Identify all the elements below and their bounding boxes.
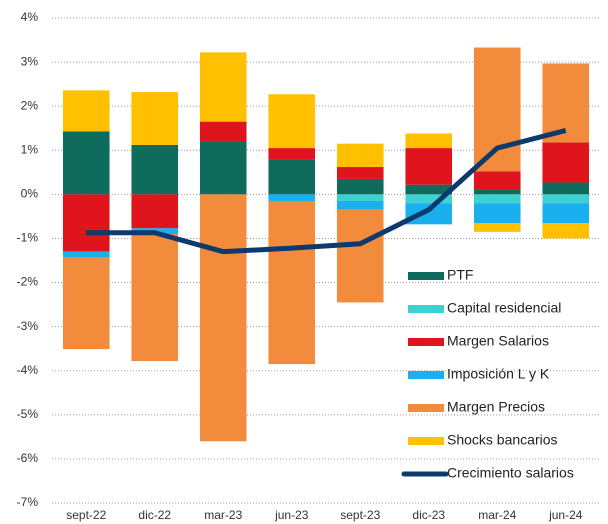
- bar-segment: [131, 144, 179, 195]
- legend-label: Capital residencial: [447, 300, 561, 316]
- bar-segment: [542, 194, 590, 204]
- bar-segment: [62, 194, 110, 252]
- legend-swatch: [408, 338, 444, 346]
- bar-segment: [268, 94, 316, 149]
- bar-segment: [268, 194, 316, 201]
- legend-label: Shocks bancarios: [447, 432, 558, 448]
- bar-segment: [473, 194, 521, 204]
- bar-segment: [199, 52, 247, 122]
- legend-swatch: [408, 305, 444, 313]
- bar-segment: [542, 142, 590, 183]
- legend-label: Margen Salarios: [447, 333, 549, 349]
- x-tick-label: mar-24: [478, 508, 516, 522]
- bar-segment: [542, 63, 590, 143]
- y-tick-label: -6%: [17, 451, 39, 465]
- y-tick-label: -7%: [17, 495, 39, 509]
- legend-swatch: [408, 371, 444, 379]
- line: [86, 128, 567, 255]
- x-tick-label: jun-23: [274, 508, 309, 522]
- bar-segment: [473, 47, 521, 172]
- bar-segment: [336, 167, 384, 179]
- bar-segment: [336, 143, 384, 168]
- bar-segment: [405, 184, 453, 195]
- legend-swatch: [408, 404, 444, 412]
- legend-label: Margen Precios: [447, 399, 545, 415]
- legend-label: PTF: [447, 267, 473, 283]
- bar-segment: [268, 148, 316, 160]
- y-tick-label: 4%: [21, 10, 39, 24]
- bar-segment: [131, 234, 179, 362]
- y-tick-label: 0%: [21, 187, 39, 201]
- legend-label: Crecimiento salarios: [447, 465, 574, 481]
- bar-segment: [336, 178, 384, 195]
- y-tick-label: 3%: [21, 54, 39, 68]
- bar-segment: [62, 251, 110, 258]
- bar-segment: [336, 209, 384, 303]
- x-tick-label: sept-22: [66, 508, 106, 522]
- bar-segment: [336, 194, 384, 201]
- bar-segment: [199, 194, 247, 442]
- bar-segment: [62, 131, 110, 195]
- bar-segment: [405, 194, 453, 204]
- x-tick-label: sept-23: [340, 508, 380, 522]
- y-tick-label: -5%: [17, 407, 39, 421]
- legend-swatch: [408, 272, 444, 280]
- bar-segment: [131, 92, 179, 145]
- legend-swatch: [408, 437, 444, 445]
- bar-segment: [62, 90, 110, 132]
- y-tick-label: -2%: [17, 275, 39, 289]
- bar-segment: [473, 203, 521, 224]
- bar-segment: [405, 203, 453, 225]
- y-tick-label: -3%: [17, 319, 39, 333]
- bar-segment: [199, 121, 247, 142]
- legend-label: Imposición L y K: [447, 366, 550, 382]
- bar-segment: [473, 171, 521, 190]
- bar-segment: [199, 141, 247, 195]
- bar-segment: [405, 148, 453, 185]
- bar-segment: [542, 182, 590, 195]
- x-tick-label: mar-23: [204, 508, 242, 522]
- bar-segment: [473, 189, 521, 195]
- bar-segment: [542, 223, 590, 239]
- bar-segment: [131, 194, 179, 229]
- bar-segment: [405, 133, 453, 149]
- bar-segment: [336, 200, 384, 210]
- bar-segment: [268, 159, 316, 195]
- y-tick-label: 2%: [21, 98, 39, 112]
- bar-segment: [473, 223, 521, 232]
- x-tick-label: dic-23: [412, 508, 445, 522]
- bar-segment: [268, 200, 316, 365]
- x-tick-label: jun-24: [548, 508, 583, 522]
- bar-segment: [62, 257, 110, 350]
- bar-segment: [542, 203, 590, 224]
- y-tick-label: -1%: [17, 231, 39, 245]
- y-tick-label: 1%: [21, 142, 39, 156]
- y-tick-label: -4%: [17, 363, 39, 377]
- x-tick-label: dic-22: [138, 508, 171, 522]
